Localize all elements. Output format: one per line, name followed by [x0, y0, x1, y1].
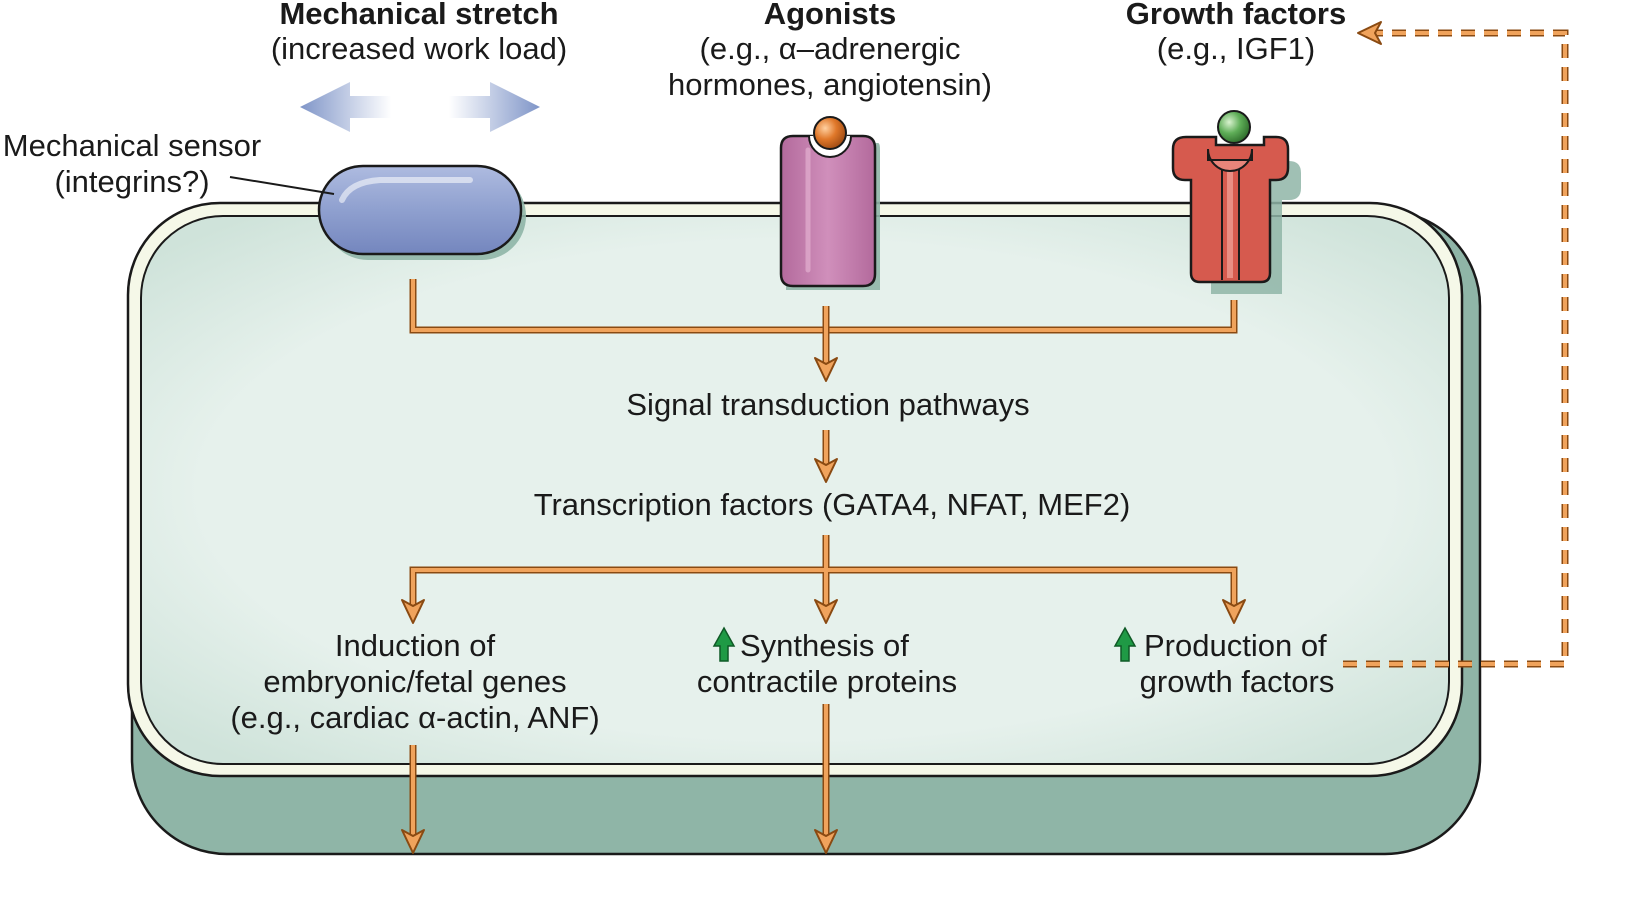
synthesis-line2: contractile proteins — [697, 664, 957, 699]
agonist-receptor — [779, 134, 880, 290]
growth-factors-subtitle: (e.g., IGF1) — [1157, 31, 1315, 66]
feedback-arrowhead — [1357, 21, 1382, 45]
agonist-ligand — [813, 116, 847, 150]
up-arrow-icon — [1113, 626, 1137, 662]
mechanical-stretch-subtitle: (increased work load) — [271, 31, 567, 66]
induction-line1: Induction of — [335, 628, 496, 663]
arrowhead-synthesis-out — [814, 829, 838, 854]
synthesis-line1: Synthesis of — [740, 628, 909, 663]
agonists-line1: (e.g., α–adrenergic — [700, 31, 961, 66]
induction-line3: (e.g., cardiac α-actin, ANF) — [230, 700, 599, 735]
arrowhead-induction — [401, 599, 425, 624]
up-arrow-icon — [712, 626, 736, 662]
agonists-title: Agonists — [764, 0, 897, 31]
double-headed-arrow-icon — [300, 82, 540, 132]
arrowhead-production — [1222, 599, 1246, 624]
arrowhead-synthesis — [814, 599, 838, 624]
cell — [126, 201, 1482, 856]
induction-line2: embryonic/fetal genes — [263, 664, 566, 699]
signal-transduction-label: Signal transduction pathways — [626, 387, 1029, 422]
mechanical-sensor-label: Mechanical sensor — [3, 128, 261, 163]
arrowhead-transcription — [814, 458, 838, 483]
arrowhead-induction-out — [401, 829, 425, 854]
arrowhead-signal — [814, 357, 838, 382]
production-line2: growth factors — [1140, 664, 1335, 699]
signal-connectors — [409, 279, 1238, 842]
mechanical-stretch-title: Mechanical stretch — [279, 0, 558, 31]
transcription-factors-label: Transcription factors (GATA4, NFAT, MEF2… — [534, 487, 1131, 522]
growth-factors-title: Growth factors — [1126, 0, 1346, 31]
growth-factor-receptor — [1171, 135, 1301, 294]
arrowheads — [401, 357, 1246, 854]
mechanical-sensor — [317, 164, 526, 260]
production-line1: Production of — [1144, 628, 1327, 663]
feedback-loop — [1343, 21, 1569, 668]
mechanical-sensor-sublabel: (integrins?) — [54, 164, 209, 199]
agonists-line2: hormones, angiotensin) — [668, 67, 992, 102]
growth-factor-ligand — [1217, 110, 1251, 144]
sensor-pointer-line — [229, 176, 335, 195]
